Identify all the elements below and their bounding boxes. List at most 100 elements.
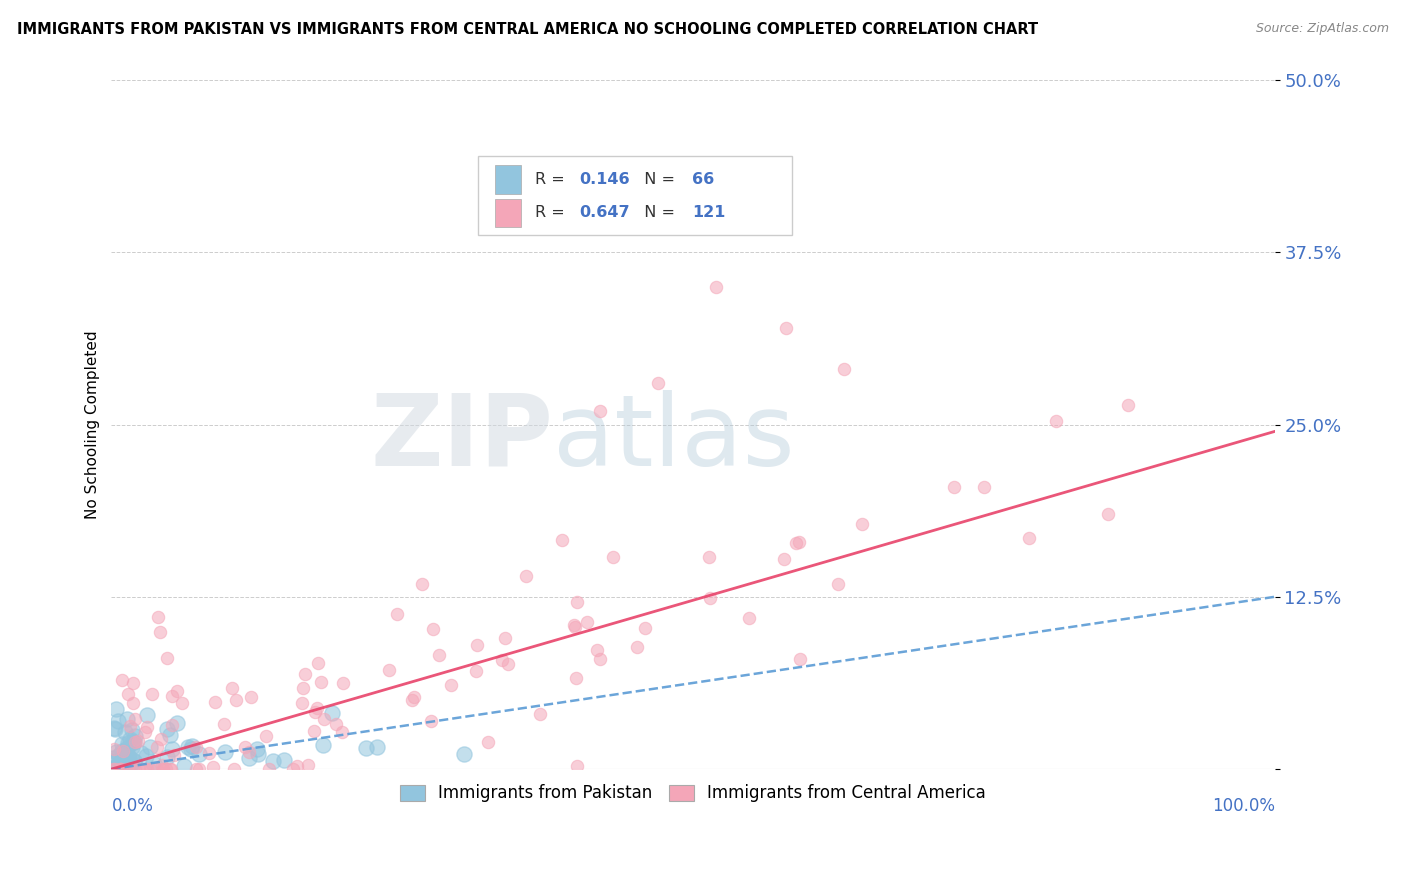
Point — [1045, 414, 1067, 428]
Point — [515, 569, 537, 583]
Point — [312, 712, 335, 726]
Point — [160, 742, 183, 756]
Point — [117, 762, 139, 776]
Point — [155, 762, 177, 776]
Point — [146, 610, 169, 624]
Point — [122, 754, 145, 768]
Point — [354, 741, 377, 756]
Point — [124, 712, 146, 726]
Point — [565, 671, 588, 685]
Point — [224, 762, 246, 776]
Point — [477, 735, 499, 749]
Text: 121: 121 — [692, 205, 725, 220]
Text: 0.0%: 0.0% — [111, 797, 153, 814]
Point — [285, 759, 308, 773]
Point — [118, 749, 141, 764]
Point — [307, 700, 329, 714]
Point — [111, 758, 134, 772]
Point — [121, 740, 143, 755]
Text: 66: 66 — [692, 172, 714, 187]
Point — [103, 721, 125, 735]
Point — [163, 748, 186, 763]
Point — [115, 712, 138, 726]
Point — [494, 632, 516, 646]
Point — [308, 656, 330, 670]
Point — [115, 757, 138, 772]
Point — [738, 611, 761, 625]
Point — [101, 750, 124, 764]
Point — [122, 734, 145, 748]
Point — [104, 722, 127, 736]
Point — [114, 750, 136, 764]
Point — [118, 732, 141, 747]
Point — [440, 678, 463, 692]
Point — [159, 762, 181, 776]
Point — [122, 675, 145, 690]
Point — [827, 577, 849, 591]
Text: 0.146: 0.146 — [579, 172, 630, 187]
Point — [789, 651, 811, 665]
Point — [104, 762, 127, 776]
Point — [221, 681, 243, 696]
Point — [136, 707, 159, 722]
Point — [115, 748, 138, 763]
Point — [465, 638, 488, 652]
Point — [117, 687, 139, 701]
Point — [128, 762, 150, 776]
Point — [565, 595, 588, 609]
Point — [704, 279, 727, 293]
Point — [111, 673, 134, 687]
Point — [197, 747, 219, 761]
Point — [291, 696, 314, 710]
Point — [173, 758, 195, 772]
Legend: Immigrants from Pakistan, Immigrants from Central America: Immigrants from Pakistan, Immigrants fro… — [394, 778, 993, 809]
Point — [101, 761, 124, 775]
Text: N =: N = — [634, 205, 681, 220]
Point — [115, 740, 138, 755]
Point — [121, 758, 143, 772]
Point — [149, 624, 172, 639]
Point — [166, 684, 188, 698]
Point — [943, 480, 966, 494]
Point — [973, 480, 995, 494]
Text: IMMIGRANTS FROM PAKISTAN VS IMMIGRANTS FROM CENTRAL AMERICA NO SCHOOLING COMPLET: IMMIGRANTS FROM PAKISTAN VS IMMIGRANTS F… — [17, 22, 1038, 37]
Point — [422, 622, 444, 636]
Point — [160, 689, 183, 703]
Point — [117, 754, 139, 768]
Point — [124, 735, 146, 749]
Point — [238, 745, 260, 759]
Point — [647, 376, 669, 391]
Point — [1018, 531, 1040, 545]
Point — [166, 716, 188, 731]
Point — [775, 321, 797, 335]
Point — [188, 747, 211, 762]
Point — [124, 730, 146, 744]
Point — [118, 759, 141, 773]
Point — [496, 657, 519, 672]
Point — [103, 742, 125, 756]
Point — [104, 702, 127, 716]
Point — [145, 762, 167, 776]
Point — [297, 757, 319, 772]
Point — [114, 745, 136, 759]
Point — [122, 735, 145, 749]
Point — [238, 751, 260, 765]
Point — [162, 718, 184, 732]
Point — [385, 607, 408, 621]
Point — [247, 747, 270, 761]
Point — [111, 738, 134, 752]
Point — [110, 762, 132, 776]
Point — [180, 741, 202, 756]
Point — [150, 731, 173, 746]
Point — [233, 740, 256, 755]
Point — [214, 745, 236, 759]
Point — [411, 577, 433, 591]
Point — [110, 762, 132, 776]
Point — [117, 736, 139, 750]
Point — [111, 744, 134, 758]
Text: R =: R = — [534, 205, 569, 220]
Point — [851, 516, 873, 531]
Point — [325, 717, 347, 731]
Point — [699, 591, 721, 606]
Point — [312, 738, 335, 752]
